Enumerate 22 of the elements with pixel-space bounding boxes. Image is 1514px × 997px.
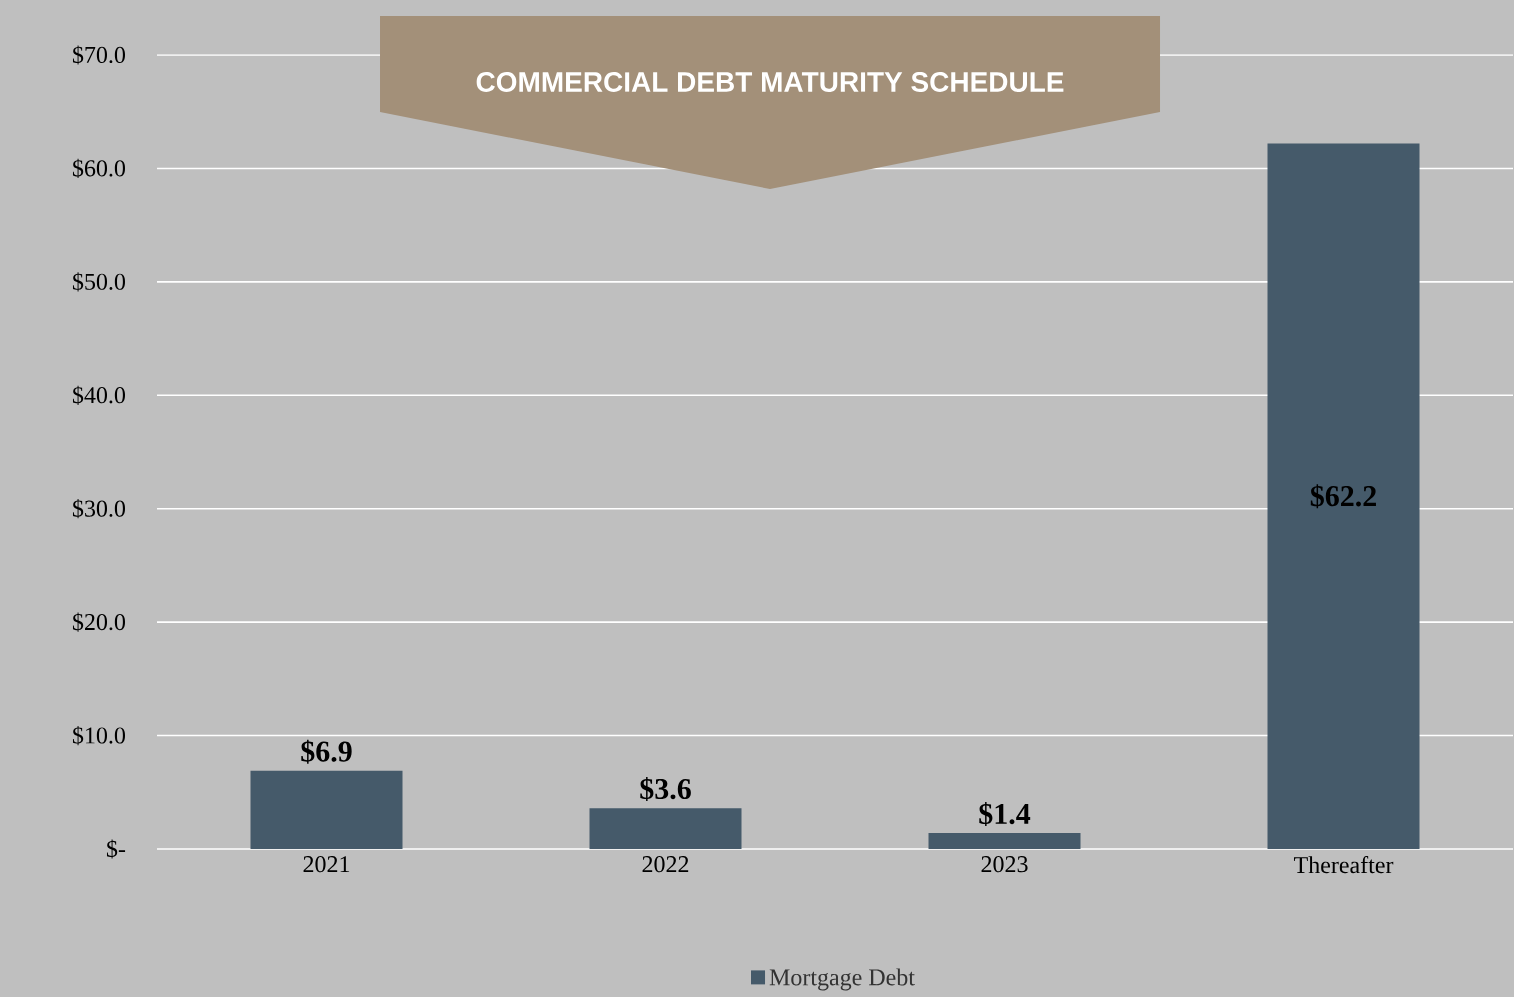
data-label: $6.9 <box>301 739 352 764</box>
chart-title: COMMERCIAL DEBT MATURITY SCHEDULE <box>476 72 1064 92</box>
y-tick-label: $50.0 <box>72 272 126 292</box>
x-tick-label: 2023 <box>981 856 1028 873</box>
y-tick-label: $70.0 <box>72 45 126 65</box>
bar <box>928 833 1081 849</box>
y-tick-label: $10.0 <box>72 725 126 746</box>
y-tick-label: $30.0 <box>72 499 126 519</box>
data-label: $62.2 <box>1310 484 1376 509</box>
bar <box>1267 143 1420 849</box>
y-tick-label: $- <box>106 839 126 859</box>
data-label: $1.4 <box>979 802 1031 827</box>
data-label: $3.6 <box>640 777 691 802</box>
bar <box>589 808 742 849</box>
y-tick-label: $40.0 <box>72 385 126 405</box>
y-tick-label: $60.0 <box>72 158 126 179</box>
legend-label: Mortgage Debt <box>769 968 915 991</box>
x-tick-label: 2021 <box>303 856 350 873</box>
y-tick-label: $20.0 <box>72 612 126 632</box>
bar <box>250 770 403 849</box>
x-tick-label: Thereafter <box>1293 856 1394 874</box>
x-tick-label: 2022 <box>642 856 689 873</box>
